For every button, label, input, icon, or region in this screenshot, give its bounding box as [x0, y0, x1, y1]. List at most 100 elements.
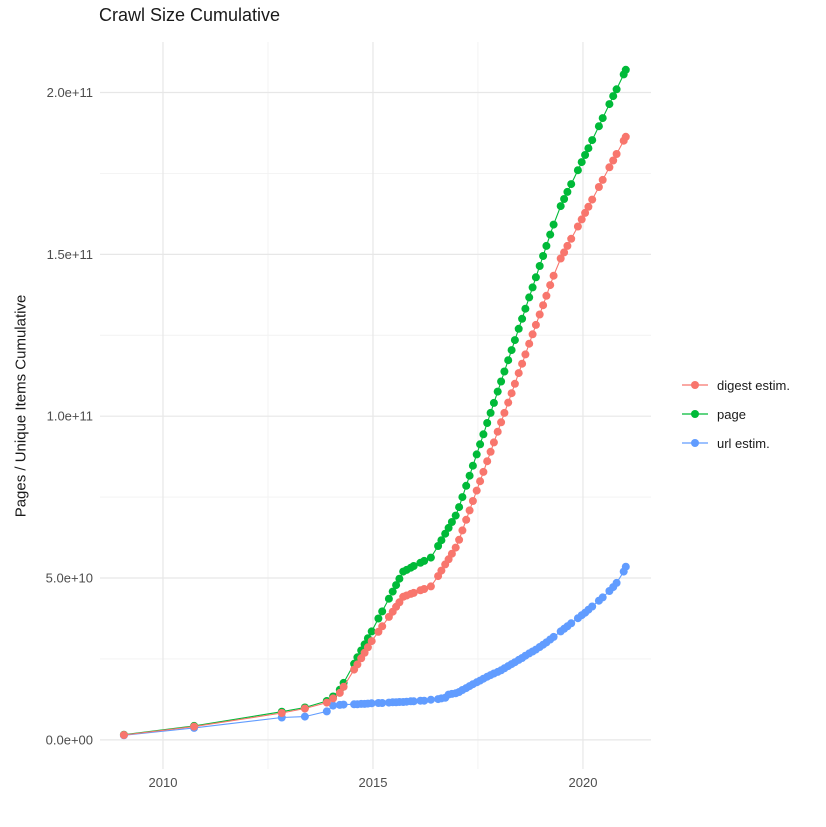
data-point-digest-estim	[451, 543, 460, 552]
data-point-page	[437, 536, 446, 545]
data-point-digest-estim	[535, 310, 544, 319]
data-point-digest-estim	[322, 698, 331, 707]
data-point-digest-estim	[560, 248, 569, 257]
data-point-digest-estim	[567, 234, 576, 243]
data-point-digest-estim	[353, 660, 362, 669]
data-point-page	[598, 114, 607, 123]
data-point-digest-estim	[500, 408, 509, 417]
data-point-page	[577, 158, 586, 167]
data-point-digest-estim	[521, 350, 530, 359]
data-point-url-estim	[598, 593, 607, 602]
y-tick-label: 1.5e+11	[47, 247, 93, 262]
url-line-dot-icon	[682, 439, 708, 447]
data-point-page	[612, 85, 621, 94]
data-point-digest-estim	[455, 535, 464, 544]
data-point-page	[539, 252, 548, 260]
data-point-digest-estim	[479, 467, 488, 476]
data-point-page	[549, 220, 558, 229]
data-point-digest-estim	[329, 694, 338, 703]
data-point-page	[388, 587, 397, 596]
data-point-digest-estim	[584, 202, 593, 211]
legend: digest estim. page url estim.	[681, 377, 790, 451]
data-point-url-estim	[322, 707, 331, 716]
data-point-page	[472, 450, 481, 459]
data-point-url-estim	[329, 701, 338, 710]
data-point-digest-estim	[525, 339, 534, 348]
data-point-url-estim	[621, 562, 630, 571]
data-point-page	[535, 262, 544, 270]
data-point-digest-estim	[598, 175, 607, 184]
data-point-digest-estim	[300, 704, 309, 713]
x-tick-label: 2015	[359, 775, 388, 790]
data-point-page	[510, 336, 519, 345]
data-point-url-estim	[409, 697, 418, 706]
legend-label-digest: digest estim.	[717, 377, 790, 393]
data-point-page	[378, 607, 387, 616]
data-point-page	[444, 523, 453, 532]
data-point-page	[500, 367, 509, 376]
data-point-page	[441, 529, 450, 538]
data-point-digest-estim	[588, 195, 597, 204]
data-point-url-estim	[588, 602, 597, 611]
y-tick-label: 1.0e+11	[47, 409, 93, 424]
data-point-url-estim	[367, 699, 376, 708]
data-point-digest-estim	[378, 622, 387, 631]
data-point-digest-estim	[504, 398, 513, 407]
data-point-url-estim	[378, 699, 387, 707]
data-point-digest-estim	[605, 163, 614, 172]
data-point-page	[493, 387, 502, 396]
data-point-page	[588, 136, 597, 145]
y-tick-label: 5.0e+10	[46, 571, 93, 586]
data-point-digest-estim	[426, 582, 435, 591]
data-point-digest-estim	[514, 369, 523, 378]
data-point-page	[609, 92, 618, 101]
data-point-page	[507, 346, 516, 355]
data-point-page	[594, 122, 603, 131]
data-point-digest-estim	[472, 486, 481, 495]
x-tick-label: 2010	[149, 775, 178, 790]
data-point-digest-estim	[339, 682, 348, 691]
data-point-page	[497, 377, 506, 386]
data-point-url-estim	[567, 619, 576, 628]
data-point-digest-estim	[573, 222, 582, 231]
data-point-page	[447, 518, 456, 526]
data-point-digest-estim	[577, 215, 586, 224]
data-point-digest-estim	[493, 427, 502, 436]
data-point-page	[542, 241, 551, 250]
data-point-digest-estim	[483, 457, 492, 466]
data-point-url-estim	[300, 712, 309, 721]
data-point-digest-estim	[528, 330, 537, 339]
chart-title: Crawl Size Cumulative	[99, 5, 281, 25]
data-point-digest-estim	[621, 132, 630, 141]
data-point-digest-estim	[476, 477, 485, 486]
data-point-page	[489, 398, 498, 407]
data-point-digest-estim	[119, 731, 128, 739]
data-point-page	[462, 481, 471, 490]
data-point-digest-estim	[531, 320, 540, 329]
data-point-digest-estim	[539, 301, 548, 310]
data-point-digest-estim	[486, 447, 495, 456]
data-point-page	[531, 273, 540, 282]
data-point-url-estim	[420, 696, 429, 705]
data-point-page	[560, 195, 569, 203]
data-point-digest-estim	[462, 515, 471, 524]
y-axis-title: Pages / Unique Items Cumulative	[12, 294, 30, 518]
data-point-digest-estim	[549, 271, 558, 280]
legend-label-page: page	[717, 406, 746, 422]
data-point-page	[504, 356, 513, 365]
data-point-page	[483, 419, 492, 427]
data-point-page	[479, 430, 488, 439]
data-point-page	[367, 627, 376, 636]
data-point-digest-estim	[507, 389, 516, 398]
legend-label-url: url estim.	[717, 435, 770, 451]
data-point-page	[528, 283, 537, 292]
data-point-page	[518, 314, 527, 323]
data-point-digest-estim	[518, 359, 527, 368]
data-point-page	[567, 180, 576, 189]
data-point-page	[525, 293, 534, 302]
data-point-digest-estim	[190, 722, 199, 731]
data-point-page	[605, 100, 614, 109]
data-point-page	[434, 542, 443, 550]
data-point-page	[374, 614, 383, 623]
data-point-digest-estim	[335, 688, 344, 697]
